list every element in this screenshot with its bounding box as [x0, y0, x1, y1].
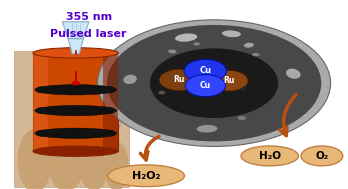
Circle shape [35, 86, 48, 93]
Ellipse shape [33, 48, 118, 58]
Circle shape [210, 70, 248, 91]
Ellipse shape [237, 116, 246, 120]
Circle shape [150, 48, 278, 118]
Text: -: - [247, 87, 250, 96]
Circle shape [103, 130, 116, 137]
Ellipse shape [168, 50, 176, 53]
Circle shape [107, 25, 321, 141]
FancyBboxPatch shape [14, 51, 129, 187]
Circle shape [185, 75, 226, 97]
Ellipse shape [35, 128, 117, 138]
Circle shape [35, 130, 48, 137]
Circle shape [159, 69, 199, 91]
Text: e: e [241, 84, 246, 93]
Ellipse shape [33, 146, 118, 156]
Polygon shape [68, 39, 84, 54]
Text: Cu: Cu [200, 81, 211, 90]
Text: Ru: Ru [174, 75, 185, 84]
Text: Pulsed laser: Pulsed laser [50, 29, 127, 39]
Ellipse shape [244, 43, 254, 48]
Ellipse shape [222, 30, 241, 37]
Text: H₂O: H₂O [259, 151, 281, 161]
Ellipse shape [301, 146, 343, 166]
Ellipse shape [123, 75, 137, 84]
Text: H₂O₂: H₂O₂ [132, 171, 160, 181]
Ellipse shape [193, 43, 200, 45]
FancyBboxPatch shape [33, 53, 48, 151]
Ellipse shape [286, 69, 301, 79]
Ellipse shape [175, 33, 197, 42]
Circle shape [103, 107, 116, 114]
Ellipse shape [80, 150, 108, 189]
Circle shape [97, 20, 331, 146]
Ellipse shape [35, 105, 117, 116]
Circle shape [103, 86, 116, 93]
Text: O₂: O₂ [315, 151, 329, 161]
Circle shape [72, 81, 80, 85]
Ellipse shape [197, 125, 218, 132]
Ellipse shape [158, 91, 165, 94]
Ellipse shape [35, 85, 117, 95]
Circle shape [35, 107, 48, 114]
Ellipse shape [108, 165, 184, 187]
Ellipse shape [49, 141, 84, 189]
FancyBboxPatch shape [103, 53, 118, 151]
Text: 355 nm: 355 nm [66, 12, 112, 22]
Polygon shape [63, 22, 89, 39]
Ellipse shape [252, 53, 260, 56]
Text: Cu: Cu [199, 66, 211, 75]
Ellipse shape [17, 129, 52, 189]
Circle shape [184, 59, 227, 82]
Ellipse shape [241, 146, 298, 166]
FancyBboxPatch shape [33, 53, 118, 151]
Text: Ru: Ru [223, 76, 235, 85]
Ellipse shape [104, 141, 129, 189]
